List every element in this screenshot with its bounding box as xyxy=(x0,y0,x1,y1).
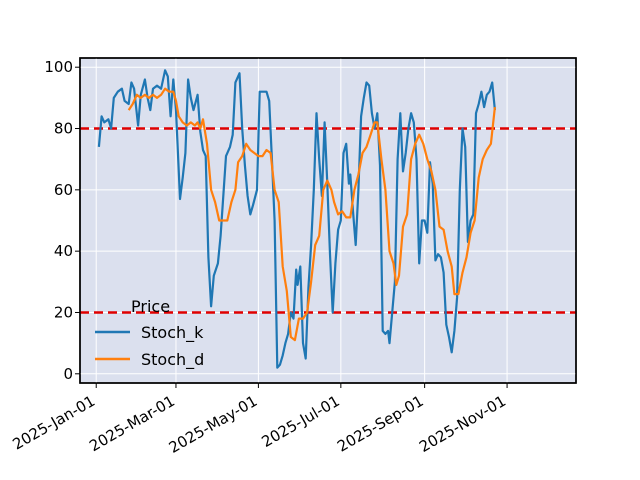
series-line-stoch-d xyxy=(127,87,496,342)
y-tick-label: 40 xyxy=(54,242,73,260)
y-tick-label: 100 xyxy=(44,58,73,76)
y-tick-label: 20 xyxy=(54,303,73,321)
x-tick-label: 2025-May-01 xyxy=(166,392,261,457)
x-tick-label: 2025-Jul-01 xyxy=(258,392,342,451)
legend-label-stoch-d: Stoch_d xyxy=(141,350,204,370)
x-tick-label: 2025-Sep-01 xyxy=(334,392,426,456)
x-tick-label: 2025-Jan-01 xyxy=(10,392,99,454)
y-tick-label: 80 xyxy=(54,120,73,138)
legend-title: Price xyxy=(131,297,170,316)
x-tick-label: 2025-Nov-01 xyxy=(416,392,509,456)
plot-frame xyxy=(79,57,577,384)
x-tick-label: 2025-Mar-01 xyxy=(86,392,178,455)
y-tick-label: 0 xyxy=(63,365,73,383)
legend-label-stoch-k: Stoch_k xyxy=(141,323,204,343)
y-tick-label: 60 xyxy=(54,181,73,199)
legend: Price Stoch_k Stoch_d xyxy=(95,297,204,370)
